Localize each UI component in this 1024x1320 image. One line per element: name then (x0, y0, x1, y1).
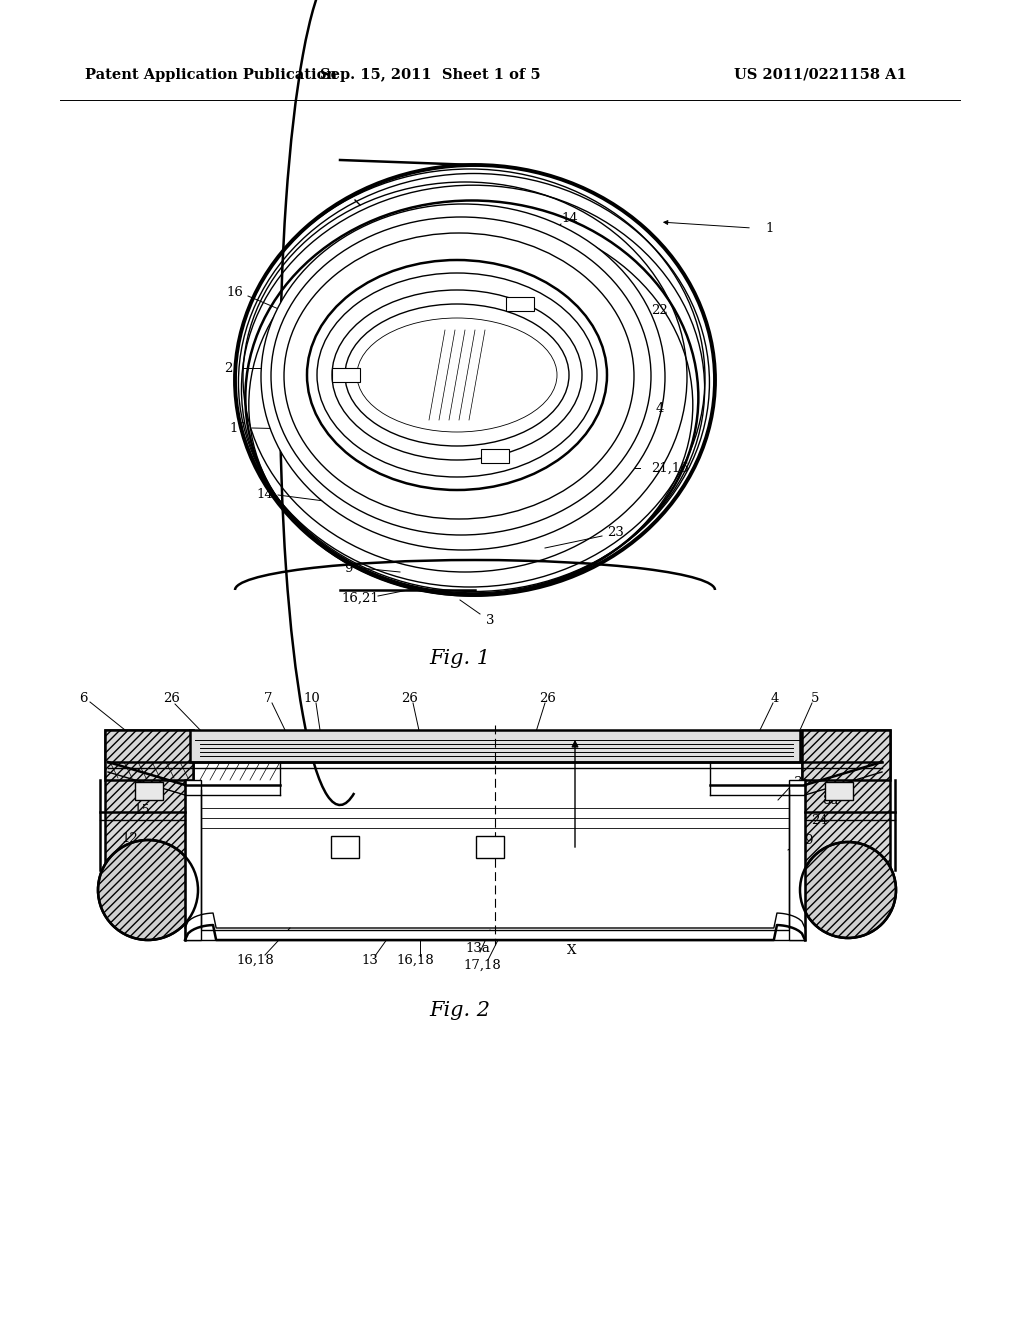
Ellipse shape (261, 205, 665, 550)
FancyBboxPatch shape (185, 931, 805, 940)
Text: 13a: 13a (466, 941, 490, 954)
Text: 7: 7 (264, 692, 272, 705)
Text: Sep. 15, 2011  Sheet 1 of 5: Sep. 15, 2011 Sheet 1 of 5 (319, 69, 541, 82)
FancyBboxPatch shape (790, 780, 805, 940)
Text: 23: 23 (607, 527, 625, 540)
Circle shape (98, 840, 198, 940)
Text: 3: 3 (794, 776, 802, 789)
Ellipse shape (332, 290, 582, 459)
FancyBboxPatch shape (185, 780, 201, 940)
Text: 14: 14 (561, 211, 579, 224)
FancyBboxPatch shape (507, 297, 535, 312)
FancyBboxPatch shape (135, 781, 163, 800)
Text: 16,18: 16,18 (396, 953, 434, 966)
Ellipse shape (284, 234, 634, 519)
Text: 1: 1 (766, 222, 774, 235)
Text: 21,16: 21,16 (651, 462, 689, 474)
Text: 6: 6 (79, 692, 87, 705)
Text: Patent Application Publication: Patent Application Publication (85, 69, 337, 82)
Text: 16: 16 (226, 286, 244, 300)
Text: 26: 26 (164, 692, 180, 705)
Text: 12: 12 (122, 832, 138, 845)
Text: 26: 26 (540, 692, 556, 705)
Text: 24: 24 (812, 813, 828, 826)
Text: 2: 2 (224, 362, 232, 375)
Text: 10: 10 (304, 692, 321, 705)
FancyBboxPatch shape (333, 368, 360, 381)
Text: 14: 14 (257, 488, 273, 502)
Text: 26: 26 (401, 692, 419, 705)
FancyBboxPatch shape (190, 730, 800, 762)
FancyBboxPatch shape (802, 730, 890, 870)
FancyBboxPatch shape (105, 730, 193, 870)
Text: 5: 5 (811, 692, 819, 705)
Ellipse shape (307, 260, 607, 490)
FancyBboxPatch shape (825, 781, 853, 800)
FancyBboxPatch shape (802, 730, 890, 780)
Text: 3: 3 (485, 614, 495, 627)
Text: 4: 4 (655, 401, 665, 414)
Text: Fig. 1: Fig. 1 (429, 648, 490, 668)
Text: 9: 9 (804, 833, 812, 846)
Ellipse shape (234, 165, 715, 595)
Text: 9: 9 (344, 561, 352, 574)
FancyBboxPatch shape (476, 836, 504, 858)
Text: US 2011/0221158 A1: US 2011/0221158 A1 (733, 69, 906, 82)
Text: Fig. 2: Fig. 2 (429, 1001, 490, 1019)
FancyBboxPatch shape (481, 449, 509, 463)
Circle shape (800, 842, 896, 939)
FancyBboxPatch shape (105, 730, 193, 780)
Text: 16,18: 16,18 (237, 953, 273, 966)
Text: 17: 17 (229, 421, 247, 434)
Text: 13: 13 (361, 953, 379, 966)
Text: 15: 15 (133, 804, 151, 817)
Text: 8a: 8a (822, 793, 839, 807)
Text: X: X (567, 944, 577, 957)
FancyBboxPatch shape (331, 836, 359, 858)
Text: 4: 4 (771, 692, 779, 705)
Text: 17,18: 17,18 (463, 958, 501, 972)
Text: 22: 22 (651, 304, 669, 317)
Text: 16,21: 16,21 (341, 591, 379, 605)
